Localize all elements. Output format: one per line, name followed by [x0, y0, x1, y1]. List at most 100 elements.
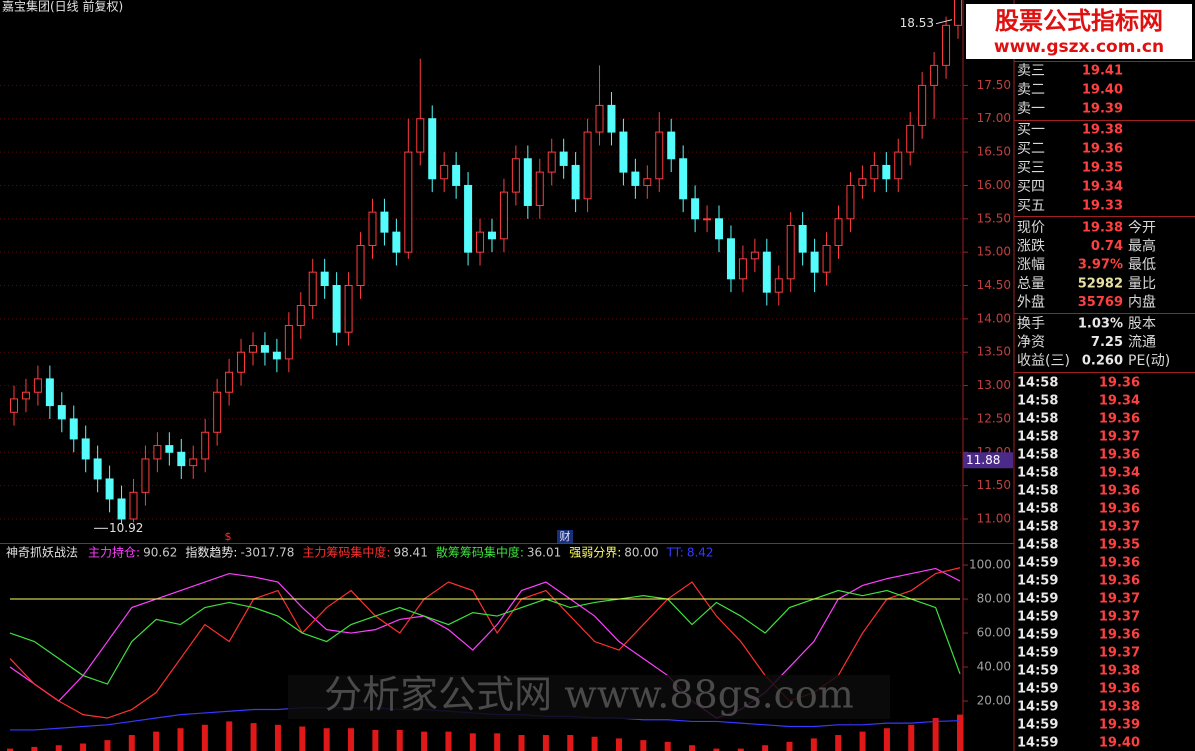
tick-time: 14:59	[1017, 664, 1058, 679]
candle-body	[344, 285, 353, 333]
high-arrow	[935, 19, 953, 25]
candle-body	[786, 224, 795, 280]
tick-price: 19.40	[1099, 736, 1140, 751]
tick-time: 14:58	[1017, 502, 1058, 517]
bar	[810, 738, 817, 751]
book-label: 买一	[1017, 122, 1045, 138]
candle-body	[846, 184, 855, 220]
tick-price: 19.37	[1099, 430, 1140, 445]
stat-label: 现价	[1017, 220, 1045, 236]
tick-price: 19.34	[1099, 466, 1140, 481]
bar	[80, 743, 87, 751]
candle-body	[69, 418, 78, 440]
legend-value: 98.41	[393, 546, 427, 560]
stat-value: 52982	[1078, 276, 1123, 291]
candle-body	[511, 158, 520, 193]
book-price: 19.36	[1082, 142, 1123, 157]
tick-time: 14:58	[1017, 376, 1058, 391]
y-tick-label: 60.00	[977, 626, 1011, 640]
bar	[567, 735, 574, 751]
candle-body	[691, 198, 700, 220]
stat-label: 涨幅	[1017, 257, 1045, 273]
stat-label: 总量	[1017, 276, 1045, 292]
candle-body	[248, 345, 257, 353]
bar	[55, 745, 62, 751]
book-label: 买五	[1017, 198, 1045, 214]
candle-body	[882, 164, 891, 180]
stat-label: 内盘	[1128, 293, 1156, 310]
y-tick-label: 14.00	[977, 311, 1011, 325]
watermark: 分析家公式网 www.88gs.com	[324, 673, 854, 717]
candle-body	[559, 151, 568, 166]
candle-body	[906, 124, 915, 153]
tick-price: 19.34	[1099, 394, 1140, 409]
stat-value: 1.03%	[1078, 317, 1123, 332]
candle-body	[703, 218, 712, 221]
candle-body	[332, 285, 341, 333]
candle-body	[225, 371, 234, 393]
bar	[737, 748, 744, 751]
low-label: 10.92	[109, 521, 143, 535]
indicator-title: 神奇抓妖战法	[6, 546, 78, 560]
logo-name: 股票公式指标网	[995, 7, 1163, 35]
bar	[177, 728, 184, 751]
tick-time: 14:59	[1017, 736, 1058, 751]
candle-body	[583, 131, 592, 200]
tick-time: 14:58	[1017, 394, 1058, 409]
bar	[762, 745, 769, 751]
y-tick-label: 20.00	[977, 694, 1011, 708]
candle-body	[452, 164, 461, 186]
y-tick-label: 15.00	[977, 245, 1011, 259]
stat-value: 7.25	[1091, 335, 1123, 350]
candle-body	[798, 224, 807, 253]
stat-value: 3.97%	[1078, 258, 1123, 273]
candle-body	[571, 164, 580, 200]
y-tick-label: 12.50	[977, 411, 1011, 425]
candle-body	[547, 151, 556, 173]
stat-label: 股本	[1128, 316, 1156, 332]
candle-body	[237, 351, 246, 373]
book-price: 19.38	[1082, 123, 1123, 138]
candle-body	[45, 378, 54, 407]
logo-url: www.gszx.com.cn	[994, 37, 1164, 57]
cursor-price: 11.88	[966, 453, 1000, 467]
candle-body	[320, 271, 329, 287]
candle-body	[738, 258, 747, 280]
candle-body	[177, 451, 186, 467]
candle-body	[619, 131, 628, 173]
candle-body	[189, 458, 198, 467]
candle-body	[33, 378, 42, 393]
bar	[421, 731, 428, 751]
stat-label: 量比	[1128, 276, 1156, 292]
tick-price: 19.36	[1099, 376, 1140, 391]
bar	[299, 726, 306, 751]
legend-value: -3017.78	[240, 546, 294, 560]
high-label: 18.53	[900, 16, 934, 30]
y-tick-label: 16.00	[977, 178, 1011, 192]
candle-body	[631, 171, 640, 186]
bar	[226, 721, 233, 751]
candle-body	[416, 118, 425, 153]
tick-time: 14:59	[1017, 592, 1058, 607]
y-tick-label: 14.50	[977, 278, 1011, 292]
stat-label: PE(动)	[1128, 353, 1170, 369]
tick-time: 14:59	[1017, 646, 1058, 661]
tick-time: 14:59	[1017, 610, 1058, 625]
candle-body	[10, 398, 18, 413]
tick-time: 14:59	[1017, 718, 1058, 733]
tick-price: 19.37	[1099, 592, 1140, 607]
event-marker-box	[557, 530, 573, 543]
candle-body	[810, 251, 819, 273]
candle-body	[260, 345, 269, 353]
bar	[201, 724, 208, 751]
candle-body	[308, 271, 317, 307]
candle-body	[356, 244, 365, 287]
bar	[348, 728, 355, 751]
candle-body	[523, 158, 532, 206]
stat-label: 涨跌	[1017, 239, 1045, 255]
candle-body	[607, 104, 616, 133]
y-tick-label: 11.50	[977, 478, 1011, 492]
watermark-box	[288, 675, 890, 719]
tick-time: 14:58	[1017, 538, 1058, 553]
bar	[445, 731, 452, 751]
